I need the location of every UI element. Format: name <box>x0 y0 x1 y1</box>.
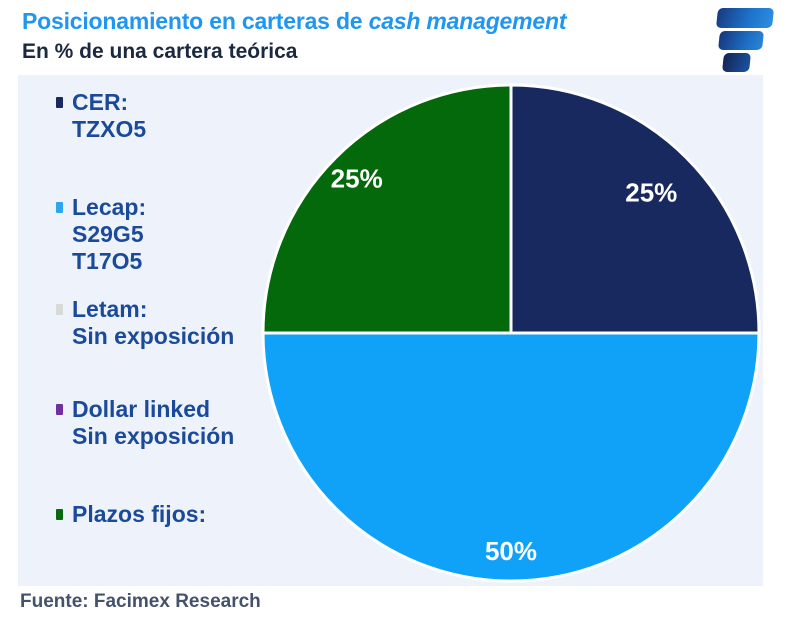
legend-label: Dollar linked Sin exposición <box>72 396 235 449</box>
legend-label: Lecap: S29G5 T17O5 <box>72 194 147 274</box>
legend-bullet-icon <box>56 202 63 213</box>
legend-item: Dollar linked Sin exposición <box>56 396 234 450</box>
pie-slice-lecap <box>261 331 761 583</box>
figure-subtitle: En % de una cartera teórica <box>22 40 298 63</box>
legend-label: CER: TZXO5 <box>72 89 147 142</box>
pie-slice-label: 25% <box>331 164 383 194</box>
pie-legend: CER: TZXO5 Lecap: S29G5 T17O5 Letam: Sin expos… <box>18 75 258 586</box>
legend-item: Plazos fijos: <box>56 501 206 528</box>
logo-bar-top <box>715 8 775 28</box>
pie-slice-label: 25% <box>625 178 677 208</box>
legend-bullet-icon <box>56 97 63 108</box>
pie-chart-svg: 25% 50% 25% <box>261 83 761 583</box>
legend-bullet-icon <box>56 404 63 415</box>
chart-area: CER: TZXO5 Lecap: S29G5 T17O5 Letam: Sin expos… <box>18 75 763 586</box>
legend-item: Letam: Sin exposición <box>56 296 234 350</box>
legend-item: CER: TZXO5 <box>56 89 146 143</box>
pie-slice-label: 50% <box>485 536 537 566</box>
facimex-logo-icon <box>715 8 776 76</box>
legend-label: Letam: Sin exposición <box>72 296 235 349</box>
legend-bullet-icon <box>56 509 63 520</box>
logo-bar-bottom <box>722 53 751 72</box>
logo-bar-middle <box>718 31 764 50</box>
title-regular: Posicionamiento en carteras de <box>22 8 369 34</box>
pie-slice-plazos-fijos <box>261 83 513 335</box>
legend-bullet-icon <box>56 304 63 315</box>
title-italic: cash management <box>368 8 567 34</box>
page-title: Posicionamiento en carteras de cash mana… <box>22 6 712 36</box>
legend-label: Plazos fijos: <box>72 501 207 527</box>
legend-item: Lecap: S29G5 T17O5 <box>56 194 146 275</box>
source-note: Fuente: Facimex Research <box>20 591 261 612</box>
figure-header: Posicionamiento en carteras de cash mana… <box>22 6 712 66</box>
pie-slice-cer <box>509 83 761 335</box>
